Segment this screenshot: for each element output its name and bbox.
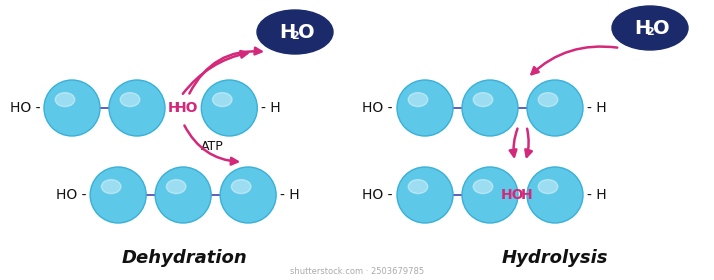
Text: HO -: HO - bbox=[363, 101, 393, 115]
Ellipse shape bbox=[408, 179, 428, 193]
Circle shape bbox=[109, 80, 165, 136]
Ellipse shape bbox=[538, 179, 558, 193]
Ellipse shape bbox=[408, 93, 428, 107]
Text: H: H bbox=[279, 22, 295, 41]
Circle shape bbox=[44, 80, 100, 136]
Circle shape bbox=[462, 80, 518, 136]
Text: H: H bbox=[168, 101, 180, 115]
Text: 2: 2 bbox=[291, 31, 299, 41]
Text: HO -: HO - bbox=[363, 188, 393, 202]
Text: HO: HO bbox=[501, 188, 524, 202]
Circle shape bbox=[155, 167, 211, 223]
Ellipse shape bbox=[538, 93, 558, 107]
Circle shape bbox=[527, 167, 583, 223]
Text: ATP: ATP bbox=[201, 140, 224, 153]
Ellipse shape bbox=[213, 93, 232, 107]
Text: HO: HO bbox=[175, 101, 198, 115]
Ellipse shape bbox=[120, 93, 140, 107]
Ellipse shape bbox=[257, 10, 333, 54]
Text: H: H bbox=[634, 18, 650, 38]
Ellipse shape bbox=[473, 93, 493, 107]
Ellipse shape bbox=[166, 179, 186, 193]
Text: HO -: HO - bbox=[56, 188, 86, 202]
Circle shape bbox=[201, 80, 257, 136]
Circle shape bbox=[397, 167, 453, 223]
Circle shape bbox=[397, 80, 453, 136]
Text: HO -: HO - bbox=[9, 101, 40, 115]
Text: Hydrolysis: Hydrolysis bbox=[502, 249, 608, 267]
Circle shape bbox=[462, 167, 518, 223]
Text: H: H bbox=[521, 188, 533, 202]
Circle shape bbox=[527, 80, 583, 136]
Text: - H: - H bbox=[587, 188, 607, 202]
Text: 2: 2 bbox=[646, 27, 654, 37]
Text: Dehydration: Dehydration bbox=[122, 249, 248, 267]
Ellipse shape bbox=[473, 179, 493, 193]
Text: O: O bbox=[653, 18, 669, 38]
Text: - H: - H bbox=[261, 101, 281, 115]
Ellipse shape bbox=[231, 179, 251, 193]
Text: - H: - H bbox=[280, 188, 300, 202]
Ellipse shape bbox=[101, 179, 121, 193]
Circle shape bbox=[90, 167, 146, 223]
Text: O: O bbox=[298, 22, 314, 41]
Text: shutterstock.com · 2503679785: shutterstock.com · 2503679785 bbox=[290, 267, 424, 277]
Text: - H: - H bbox=[587, 101, 607, 115]
Circle shape bbox=[220, 167, 276, 223]
Ellipse shape bbox=[612, 6, 688, 50]
Ellipse shape bbox=[55, 93, 75, 107]
